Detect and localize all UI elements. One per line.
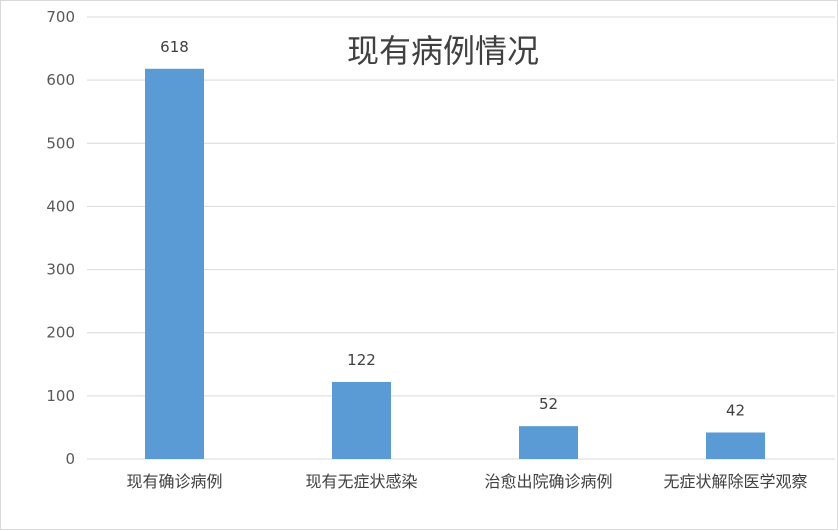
category-label-2: 治愈出院确诊病例 (484, 472, 612, 491)
bar-0 (145, 68, 204, 459)
y-tick-label: 700 (46, 8, 75, 26)
y-axis-ticks: 0 100 200 300 400 500 600 700 (46, 8, 75, 468)
category-labels: 现有确诊病例 现有无症状感染 治愈出院确诊病例 无症状解除医学观察 (126, 472, 807, 491)
chart-title: 现有病例情况 (347, 32, 539, 70)
bars (145, 68, 765, 459)
y-tick-label: 400 (46, 197, 75, 215)
category-label-1: 现有无症状感染 (305, 472, 417, 491)
gridlines (87, 16, 835, 460)
y-tick-label: 200 (46, 324, 75, 342)
category-label-0: 现有确诊病例 (126, 472, 222, 491)
data-label-2: 52 (539, 395, 558, 413)
data-label-0: 618 (160, 38, 189, 56)
data-label-1: 122 (347, 351, 376, 369)
y-tick-label: 300 (46, 261, 75, 279)
bar-1 (332, 381, 391, 459)
y-tick-label: 0 (65, 450, 75, 468)
bar-2 (519, 426, 578, 459)
y-tick-label: 500 (46, 134, 75, 152)
data-labels: 618 122 52 42 (160, 38, 745, 420)
bar-3 (706, 432, 765, 459)
category-label-3: 无症状解除医学观察 (663, 472, 807, 491)
y-tick-label: 100 (46, 387, 75, 405)
y-tick-label: 600 (46, 71, 75, 89)
data-label-3: 42 (726, 401, 745, 419)
